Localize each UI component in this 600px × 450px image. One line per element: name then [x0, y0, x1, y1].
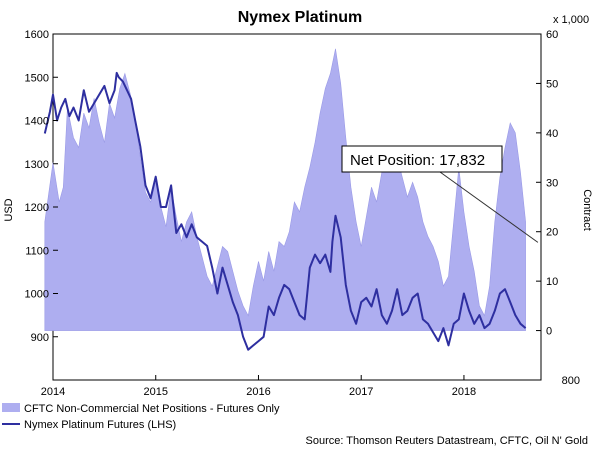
left-tick-label: 1500	[25, 72, 49, 84]
right-tick-label: 30	[546, 177, 558, 189]
left-tick-label: 1200	[25, 202, 49, 214]
x-tick-label: 2014	[41, 386, 65, 398]
x-tick-label: 2018	[452, 386, 476, 398]
right-axis: 0 10 20 30 40 50 60	[536, 29, 558, 338]
source-note: Source: Thomson Reuters Datastream, CFTC…	[306, 435, 589, 447]
left-tick-label: 1400	[25, 116, 49, 128]
right-axis-label: Contract	[581, 189, 593, 231]
right-tick-label: 20	[546, 227, 558, 239]
right-tick-label: 10	[546, 276, 558, 288]
series-line-platinum	[43, 71, 527, 351]
left-tick-label: 1600	[25, 29, 49, 41]
left-tick-label: 900	[31, 332, 49, 344]
left-tick-label: 1300	[25, 159, 49, 171]
callout: Net Position: 17,832	[341, 145, 539, 243]
series-area-net-positions	[44, 48, 526, 331]
chart-title: Nymex Platinum	[238, 9, 362, 26]
callout-text: Net Position: 17,832	[350, 152, 485, 169]
x-tick-label: 2017	[349, 386, 373, 398]
legend-swatch-net-positions	[2, 403, 20, 412]
right-tick-label: 0	[546, 326, 552, 338]
x-tick-label: 2016	[246, 386, 270, 398]
area-layer	[44, 48, 526, 331]
legend-label-net-positions: CFTC Non-Commercial Net Positions - Futu…	[24, 403, 280, 415]
left-tick-label: 1100	[25, 245, 49, 257]
legend: CFTC Non-Commercial Net Positions - Futu…	[2, 403, 280, 431]
line-layer	[43, 71, 527, 351]
left-axis-bottom-tick: 800	[562, 375, 580, 387]
left-tick-label: 1000	[25, 289, 49, 301]
right-tick-label: 50	[546, 78, 558, 90]
right-tick-label: 60	[546, 29, 558, 41]
right-tick-label: 40	[546, 128, 558, 140]
left-axis-label: USD	[3, 198, 15, 221]
right-axis-unit-note: x 1,000	[553, 14, 589, 26]
x-tick-label: 2015	[143, 386, 167, 398]
callout-box	[341, 145, 503, 173]
x-axis: 2014 2015 2016 2017 2018	[41, 375, 476, 398]
callout-leader-line	[439, 171, 539, 243]
left-axis: 900 1000 1100 1200 1300 1400 1500 1600	[25, 29, 58, 344]
legend-label-platinum: Nymex Platinum Futures (LHS)	[24, 419, 176, 431]
